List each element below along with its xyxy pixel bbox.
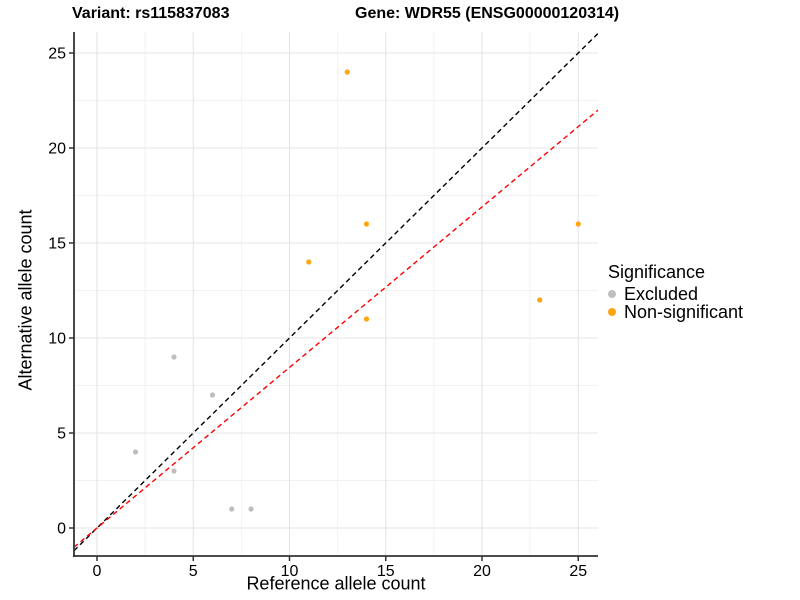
y-axis-title: Alternative allele count: [15, 209, 36, 391]
data-point-non-significant: [575, 221, 581, 227]
x-tick-label: 5: [189, 563, 198, 580]
data-point-excluded: [248, 506, 254, 512]
x-tick-label: 20: [473, 563, 491, 580]
y-tick-label: 20: [48, 141, 66, 158]
x-tick-label: 10: [281, 563, 299, 580]
legend-title: Significance: [608, 262, 706, 282]
y-tick-label: 5: [57, 426, 66, 443]
identity-line: [74, 33, 598, 552]
data-point-non-significant: [363, 221, 370, 227]
legend-item-excluded: Excluded: [608, 285, 743, 303]
data-point-excluded: [229, 506, 235, 512]
x-tick-label: 0: [93, 563, 102, 580]
plot-title-variant: Variant: rs115837083: [72, 5, 230, 22]
data-point-non-significant: [344, 69, 350, 75]
legend-item-non-significant: Non-significant: [608, 303, 743, 321]
data-point-non-significant: [537, 297, 543, 303]
plot-title-gene: Gene: WDR55 (ENSG00000120314): [355, 5, 620, 22]
x-tick-label: 15: [377, 563, 395, 580]
x-axis-title: Reference allele count: [246, 573, 426, 594]
legend: Significance Excluded Non-significant: [608, 262, 743, 321]
y-tick-label: 15: [48, 236, 66, 253]
data-point-excluded: [209, 392, 216, 398]
legend-item-label: Non-significant: [624, 302, 744, 322]
data-point-excluded: [171, 354, 177, 360]
data-point-non-significant: [306, 259, 312, 265]
y-tick-label: 25: [48, 46, 66, 63]
data-point-non-significant: [363, 316, 370, 322]
y-tick-label: 10: [48, 331, 66, 348]
legend-item-label: Excluded: [624, 284, 699, 304]
x-tick-label: 25: [569, 563, 587, 580]
data-point-excluded: [171, 468, 177, 474]
non-significant-dot-icon: [608, 308, 616, 316]
expected-ratio-line: [74, 109, 598, 548]
excluded-dot-icon: [608, 290, 616, 298]
y-tick-label: 0: [57, 521, 66, 538]
data-point-excluded: [132, 449, 139, 455]
